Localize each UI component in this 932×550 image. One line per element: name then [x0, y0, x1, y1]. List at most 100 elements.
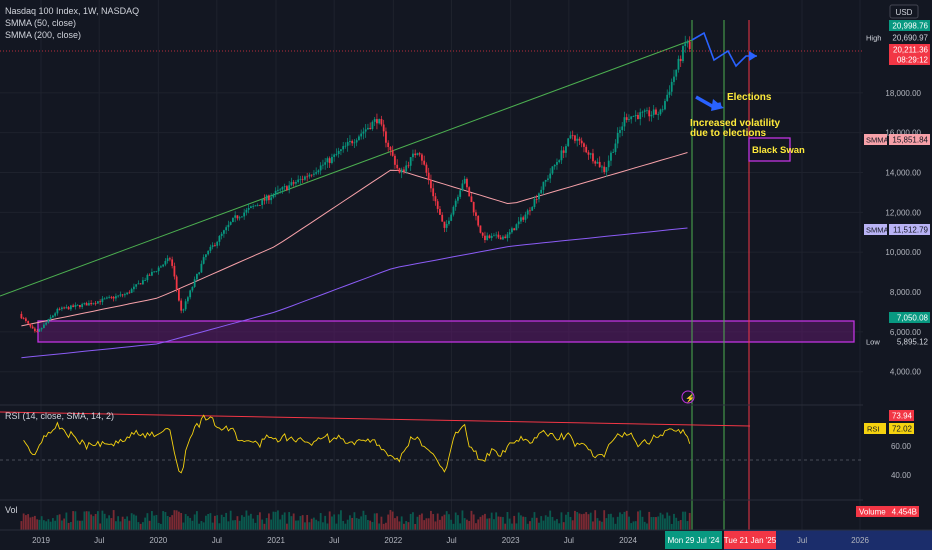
candle-body [657, 114, 660, 116]
volume-bar [351, 517, 354, 530]
candle-body [202, 257, 205, 264]
candle-body [439, 208, 441, 215]
price-tag-label-bg [864, 224, 887, 235]
candle-body [87, 303, 90, 306]
volume-bar [628, 516, 630, 530]
candle-body [193, 279, 196, 287]
candle-body [614, 143, 617, 152]
candle-body [63, 307, 66, 309]
volume-bar [382, 523, 385, 530]
candle-body [252, 205, 255, 207]
volume-bar [655, 517, 657, 530]
rsi-pane-label[interactable]: RSI (14, close, SMA, 14, 2) [5, 411, 114, 421]
volume-bar [42, 520, 45, 530]
volume-pane-label[interactable]: Vol [5, 505, 18, 515]
candle-body [119, 294, 122, 296]
volume-bar [592, 521, 594, 530]
candle-body [182, 309, 185, 311]
volume-bar [540, 516, 543, 530]
price-tag [889, 44, 930, 55]
volume-bar [448, 514, 450, 530]
volume-bar [218, 523, 221, 530]
volume-bar [486, 518, 489, 530]
volume-bar [648, 511, 651, 530]
volume-bar [319, 513, 322, 530]
volume-bar [652, 517, 655, 530]
volume-bar [533, 512, 536, 530]
candle-body [274, 190, 277, 195]
volume-bar [238, 520, 241, 530]
candle-body [29, 323, 32, 327]
volume-bar [342, 520, 345, 530]
volume-bar [454, 512, 457, 530]
candle-body [403, 169, 405, 172]
volume-bar [58, 514, 61, 530]
candle-body [477, 215, 480, 226]
volume-bar [160, 523, 162, 530]
time-badge-green [665, 531, 722, 549]
candle-body [389, 147, 392, 151]
volume-bar [425, 518, 428, 530]
candle-body [497, 234, 500, 238]
volume-bar [553, 520, 556, 530]
candle-body [360, 133, 363, 137]
candle-body [364, 129, 367, 132]
candle-body [112, 296, 115, 299]
candle-body [47, 318, 50, 323]
candle-body [227, 224, 230, 228]
volume-bar [479, 516, 482, 530]
volume-bar [223, 516, 225, 530]
candle-body [533, 199, 536, 208]
candle-body [666, 94, 669, 102]
volume-bar [394, 518, 396, 530]
indicator-smma-200[interactable]: SMMA (200, close) [5, 30, 81, 40]
volume-bar [688, 512, 691, 530]
volume-bar [299, 516, 302, 530]
volume-bar [367, 519, 369, 530]
volume-bar [353, 512, 356, 530]
candle-body [538, 193, 540, 200]
candle-body [484, 235, 486, 241]
volume-bar [387, 514, 390, 530]
volume-bar [245, 510, 248, 530]
candle-body [376, 119, 378, 124]
alert-lightning-icon[interactable] [681, 390, 695, 404]
volume-bar [684, 511, 687, 530]
candle-body [619, 130, 621, 133]
volume-bar [96, 511, 99, 530]
volume-bar [92, 516, 95, 530]
volume-bar [360, 516, 363, 530]
volume-bar [619, 512, 621, 530]
candle-body [173, 265, 176, 277]
indicator-smma-50[interactable]: SMMA (50, close) [5, 18, 76, 28]
rsi-line [23, 414, 691, 474]
volume-bar [180, 512, 183, 530]
candle-body [207, 250, 210, 255]
candle-body [421, 154, 423, 161]
volume-bar [630, 523, 633, 530]
candle-body [238, 217, 241, 219]
rsi-axis-ticks: 40.00 60.00 [891, 442, 912, 480]
volume-bar [220, 514, 223, 530]
rsi-tag-label-bg [864, 423, 886, 434]
candle-body [587, 152, 590, 155]
volume-bar [578, 513, 581, 530]
volume-bar [538, 522, 540, 530]
volume-bar [308, 522, 311, 530]
currency-badge[interactable] [889, 4, 919, 19]
candle-body [117, 295, 120, 297]
candle-body [441, 214, 444, 222]
price-axis[interactable] [863, 0, 932, 530]
volume-bar [574, 510, 576, 530]
candle-body [409, 157, 412, 166]
price-tag-value: 08:29:12 [897, 56, 929, 65]
volume-bar [283, 512, 286, 530]
volatility-label-line1: Increased volatility [690, 118, 780, 129]
volume-bar [560, 512, 563, 530]
volume-bar [452, 523, 455, 530]
candle-body [78, 304, 81, 308]
volume-bar [481, 515, 484, 530]
price-tag-value: 11,512.79 [893, 226, 929, 235]
